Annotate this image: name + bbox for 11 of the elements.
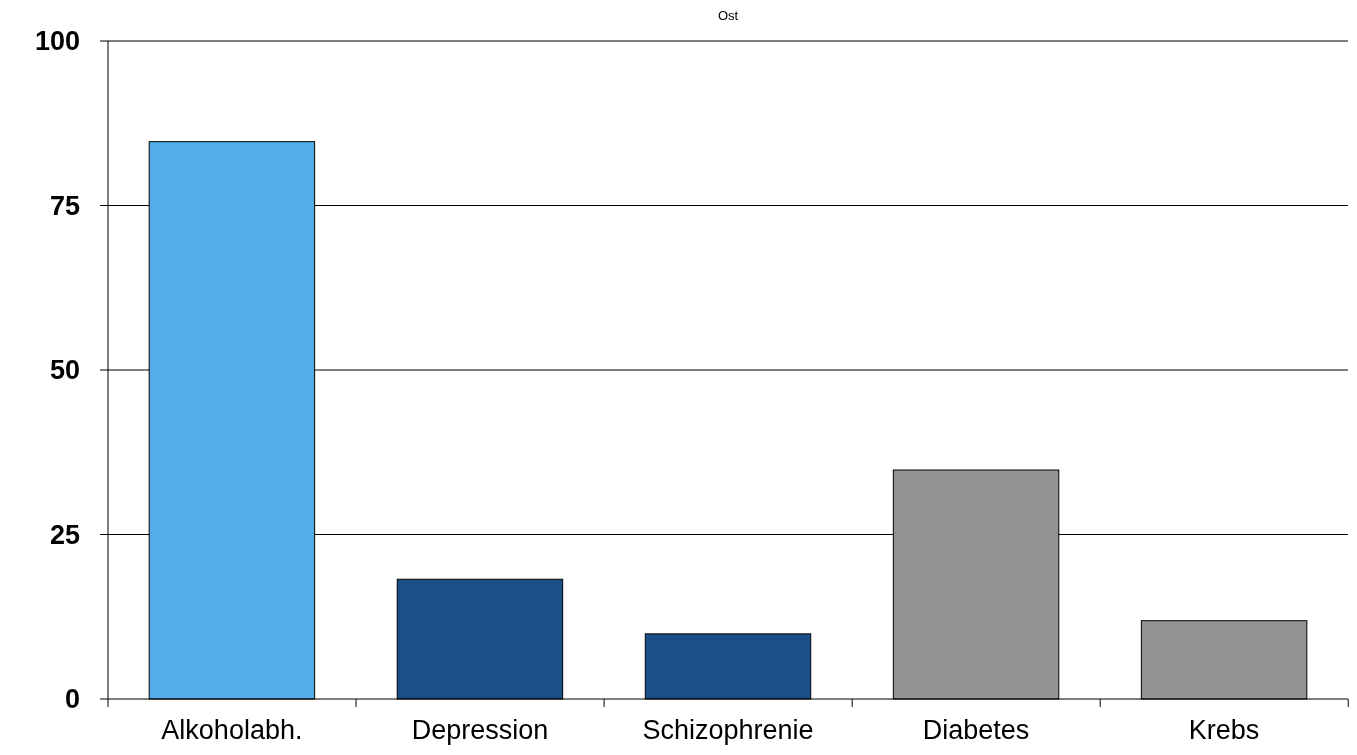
x-tick-label: Krebs (1188, 715, 1260, 745)
x-tick-label: Diabetes (922, 715, 1030, 745)
chart-title: Ost (717, 8, 739, 23)
x-tick-label: Alkoholabh. (161, 715, 303, 745)
y-tick-label: 25 (49, 519, 80, 550)
x-tick-label: Schizophrenie (642, 715, 814, 745)
y-tick-label: 75 (49, 190, 80, 221)
y-tick-label: 0 (64, 684, 80, 715)
y-tick-label: 100 (34, 26, 80, 57)
y-tick-label: 50 (49, 355, 80, 386)
x-tick-label: Depression (411, 715, 549, 745)
